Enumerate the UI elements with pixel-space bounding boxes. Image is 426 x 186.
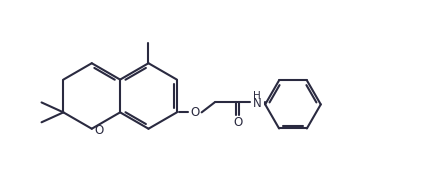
Text: N: N xyxy=(253,97,262,110)
Text: H: H xyxy=(253,92,261,102)
Text: O: O xyxy=(94,124,104,137)
Text: O: O xyxy=(233,116,242,129)
Text: O: O xyxy=(190,106,199,119)
